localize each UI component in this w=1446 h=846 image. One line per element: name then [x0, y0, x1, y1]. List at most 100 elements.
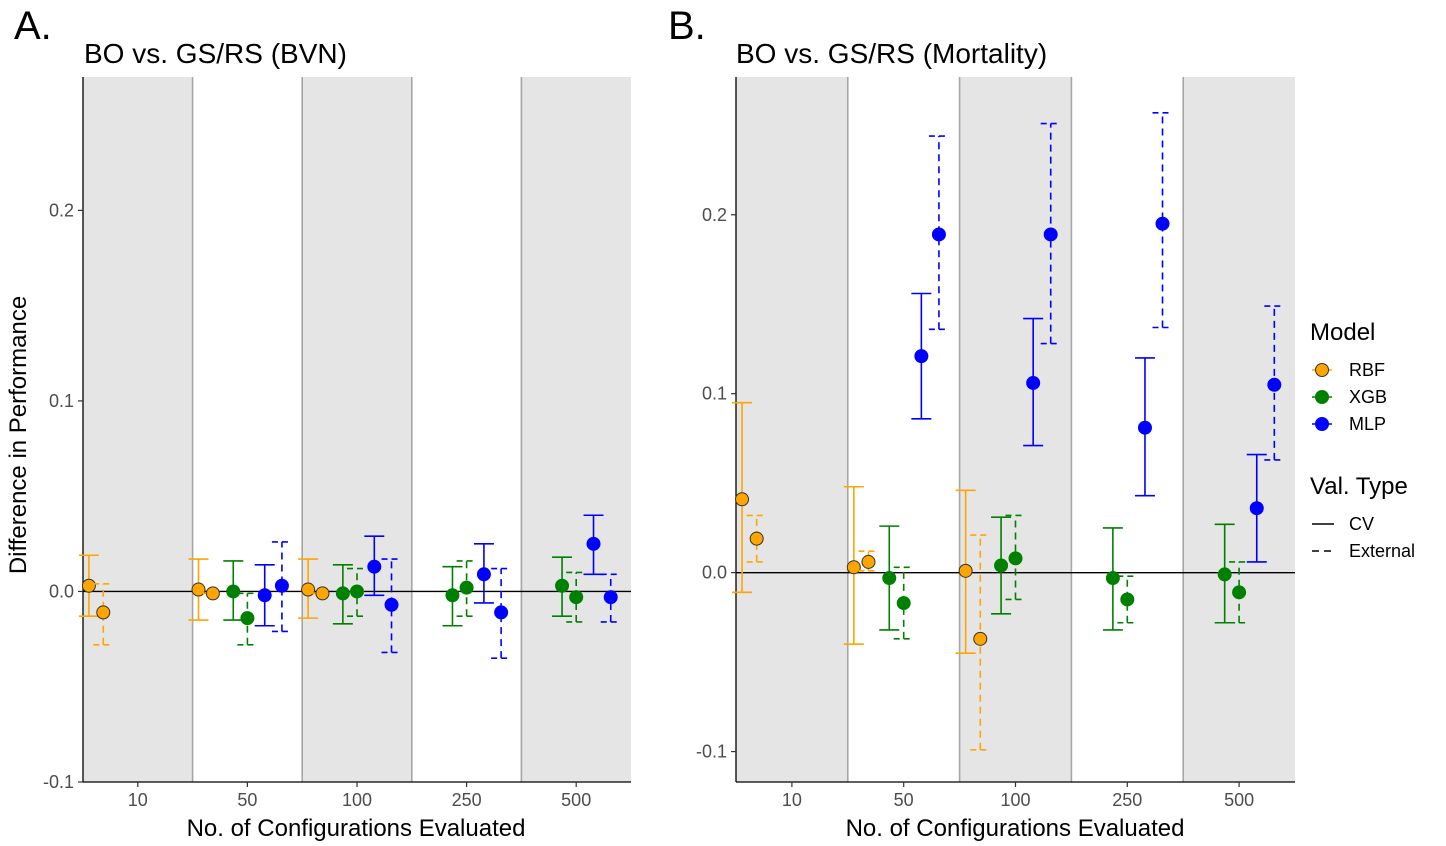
- legend-item-external: External: [1312, 541, 1415, 561]
- x-tick-label: 250: [1112, 790, 1142, 810]
- y-tick-label: 0.1: [49, 391, 74, 411]
- data-point-xgb: [459, 580, 474, 595]
- y-axis-title: Difference in Performance: [5, 296, 32, 574]
- data-point-rbf: [81, 578, 96, 593]
- error-bar-mlp-external: [928, 135, 949, 331]
- error-bar-mlp-external: [600, 573, 621, 623]
- data-point-mlp: [494, 605, 509, 620]
- x-axis-title: No. of Configurations Evaluated: [846, 815, 1185, 842]
- error-bar-rbf-external: [746, 514, 767, 563]
- category-band: [959, 77, 1072, 782]
- error-bar-mlp-external: [381, 558, 402, 654]
- plot-area: -0.1 0.0 0.1 0.2 10 50 100 250 500: [696, 77, 1295, 810]
- x-tick-label: 500: [561, 790, 591, 810]
- legend: Model RBF XGB MLP Val. Type CV External: [1310, 319, 1415, 561]
- legend-key-dot: [1315, 363, 1329, 377]
- x-tick-label: 250: [452, 790, 482, 810]
- error-bar-rbf-external: [970, 534, 991, 751]
- error-bar-rbf-cv: [955, 489, 976, 654]
- data-point-xgb: [1120, 592, 1135, 607]
- legend-label: XGB: [1349, 387, 1387, 407]
- data-point-rbf: [861, 554, 876, 569]
- data-point-rbf: [205, 586, 220, 601]
- legend-item-mlp: MLP: [1312, 414, 1386, 434]
- x-tick-label: 100: [1000, 790, 1030, 810]
- y-tick-label: 0.1: [702, 384, 727, 404]
- category-band: [736, 77, 848, 782]
- data-point-rbf: [301, 582, 316, 597]
- panel-title: BO vs. GS/RS (BVN): [84, 38, 347, 69]
- data-point-mlp: [603, 590, 618, 605]
- error-bar-rbf-cv: [843, 485, 864, 646]
- legend-label: MLP: [1349, 414, 1386, 434]
- category-band: [83, 77, 193, 782]
- data-point-rbf: [958, 563, 973, 578]
- legend-title-model: Model: [1310, 319, 1375, 346]
- data-point-xgb: [335, 586, 350, 601]
- data-point-rbf: [191, 582, 206, 597]
- data-point-xgb: [226, 584, 241, 599]
- data-point-xgb: [569, 590, 584, 605]
- y-tick-label: 0.2: [49, 200, 74, 220]
- panel-a: A. BO vs. GS/RS (BVN) -0.1 0.0 0.1 0.2 10 50 1…: [5, 4, 631, 842]
- data-point-mlp: [931, 227, 946, 242]
- legend-key-dot: [1315, 417, 1329, 431]
- error-bar-rbf-external: [202, 586, 223, 601]
- data-point-xgb: [445, 588, 460, 603]
- y-tick-label: 0.0: [702, 563, 727, 583]
- error-bar-rbf-external: [858, 550, 879, 572]
- data-point-mlp: [274, 578, 289, 593]
- error-bar-mlp-cv: [254, 563, 275, 627]
- category-band: [1183, 77, 1295, 782]
- data-point-mlp: [384, 597, 399, 612]
- legend-key-dot: [1315, 390, 1329, 404]
- error-bar-mlp-cv: [364, 535, 385, 597]
- y-tick-label: 0.0: [49, 581, 74, 601]
- x-tick-label: 100: [342, 790, 372, 810]
- error-bar-xgb-cv: [879, 525, 900, 631]
- data-point-rbf: [96, 605, 111, 620]
- error-bar-rbf-cv: [78, 554, 99, 618]
- error-bar-rbf-cv: [732, 401, 753, 594]
- data-point-xgb: [1105, 571, 1120, 586]
- error-bar-mlp-external: [271, 541, 292, 633]
- category-band: [302, 77, 412, 782]
- legend-item-rbf: RBF: [1312, 360, 1385, 380]
- error-bar-xgb-cv: [552, 556, 573, 618]
- legend-item-xgb: XGB: [1312, 387, 1387, 407]
- plot-area: -0.1 0.0 0.1 0.2 10 50 100 250 500: [43, 77, 631, 810]
- error-bar-xgb-cv: [442, 565, 463, 627]
- x-tick-label: 10: [782, 790, 802, 810]
- x-tick-label: 500: [1224, 790, 1254, 810]
- error-bar-rbf-external: [312, 586, 333, 601]
- error-bar-xgb-external: [566, 571, 587, 623]
- error-bar-xgb-external: [1005, 514, 1026, 601]
- legend-label: CV: [1349, 514, 1374, 534]
- data-point-xgb: [896, 596, 911, 611]
- error-bar-mlp-external: [1152, 111, 1173, 329]
- error-bar-xgb-external: [237, 592, 258, 646]
- error-bar-xgb-external: [893, 566, 914, 640]
- data-point-mlp: [1267, 377, 1282, 392]
- data-point-xgb: [994, 558, 1009, 573]
- data-point-xgb: [555, 578, 570, 593]
- error-bar-xgb-cv: [1102, 527, 1123, 631]
- x-axis-title: No. of Configurations Evaluated: [187, 815, 526, 842]
- error-bar-xgb-cv: [1214, 523, 1235, 624]
- data-point-rbf: [749, 531, 764, 546]
- error-bar-mlp-cv: [1023, 317, 1044, 447]
- y-tick-label: 0.2: [702, 205, 727, 225]
- error-bar-mlp-cv: [473, 543, 494, 604]
- legend-label: External: [1349, 541, 1415, 561]
- data-point-xgb: [1217, 567, 1232, 582]
- error-bar-xgb-external: [456, 560, 477, 618]
- error-bar-xgb-cv: [332, 563, 353, 625]
- legend-title-val-type: Val. Type: [1310, 473, 1408, 500]
- x-tick-label: 10: [128, 790, 148, 810]
- error-bar-xgb-cv: [223, 560, 244, 621]
- error-bar-rbf-cv: [188, 558, 209, 621]
- error-bar-mlp-cv: [1246, 453, 1267, 563]
- error-bar-mlp-external: [1264, 305, 1285, 461]
- x-tick-label: 50: [237, 790, 257, 810]
- data-point-mlp: [367, 559, 382, 574]
